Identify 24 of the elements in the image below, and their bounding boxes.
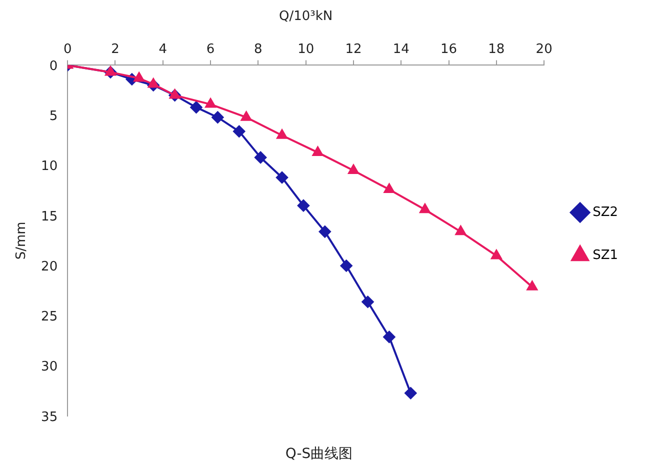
x-axis-title: Q/10³kN [279,9,333,24]
text: Q-S曲线图 [285,446,353,462]
x-tick-label: 8 [254,42,262,57]
legend-label: SZ1 [592,248,618,263]
y-tick-label: 0 [49,58,58,74]
y-tick-label: 20 [41,259,58,274]
y-tick-label: 25 [41,310,58,325]
y-tick-label: 15 [41,209,58,224]
x-tick-label: 4 [158,42,168,57]
y-axis-title: S/mm [14,222,30,260]
y-tick-label: 30 [41,360,58,375]
x-tick-label: 20 [536,42,552,57]
x-tick-label: 0 [63,42,72,57]
x-tick-label: 12 [345,42,362,57]
x-tick-label: 6 [206,42,215,57]
y-tick-label: 10 [41,159,58,174]
x-tick-label: 16 [440,42,458,57]
x-tick-label: 2 [111,42,120,57]
legend-label: SZ2 [592,204,618,220]
y-tick-label: 5 [49,109,58,124]
y-tick-label: 35 [41,410,58,425]
x-tick-label: 18 [488,42,505,57]
x-tick-label: 10 [298,42,314,57]
x-tick-label: 14 [392,42,410,57]
